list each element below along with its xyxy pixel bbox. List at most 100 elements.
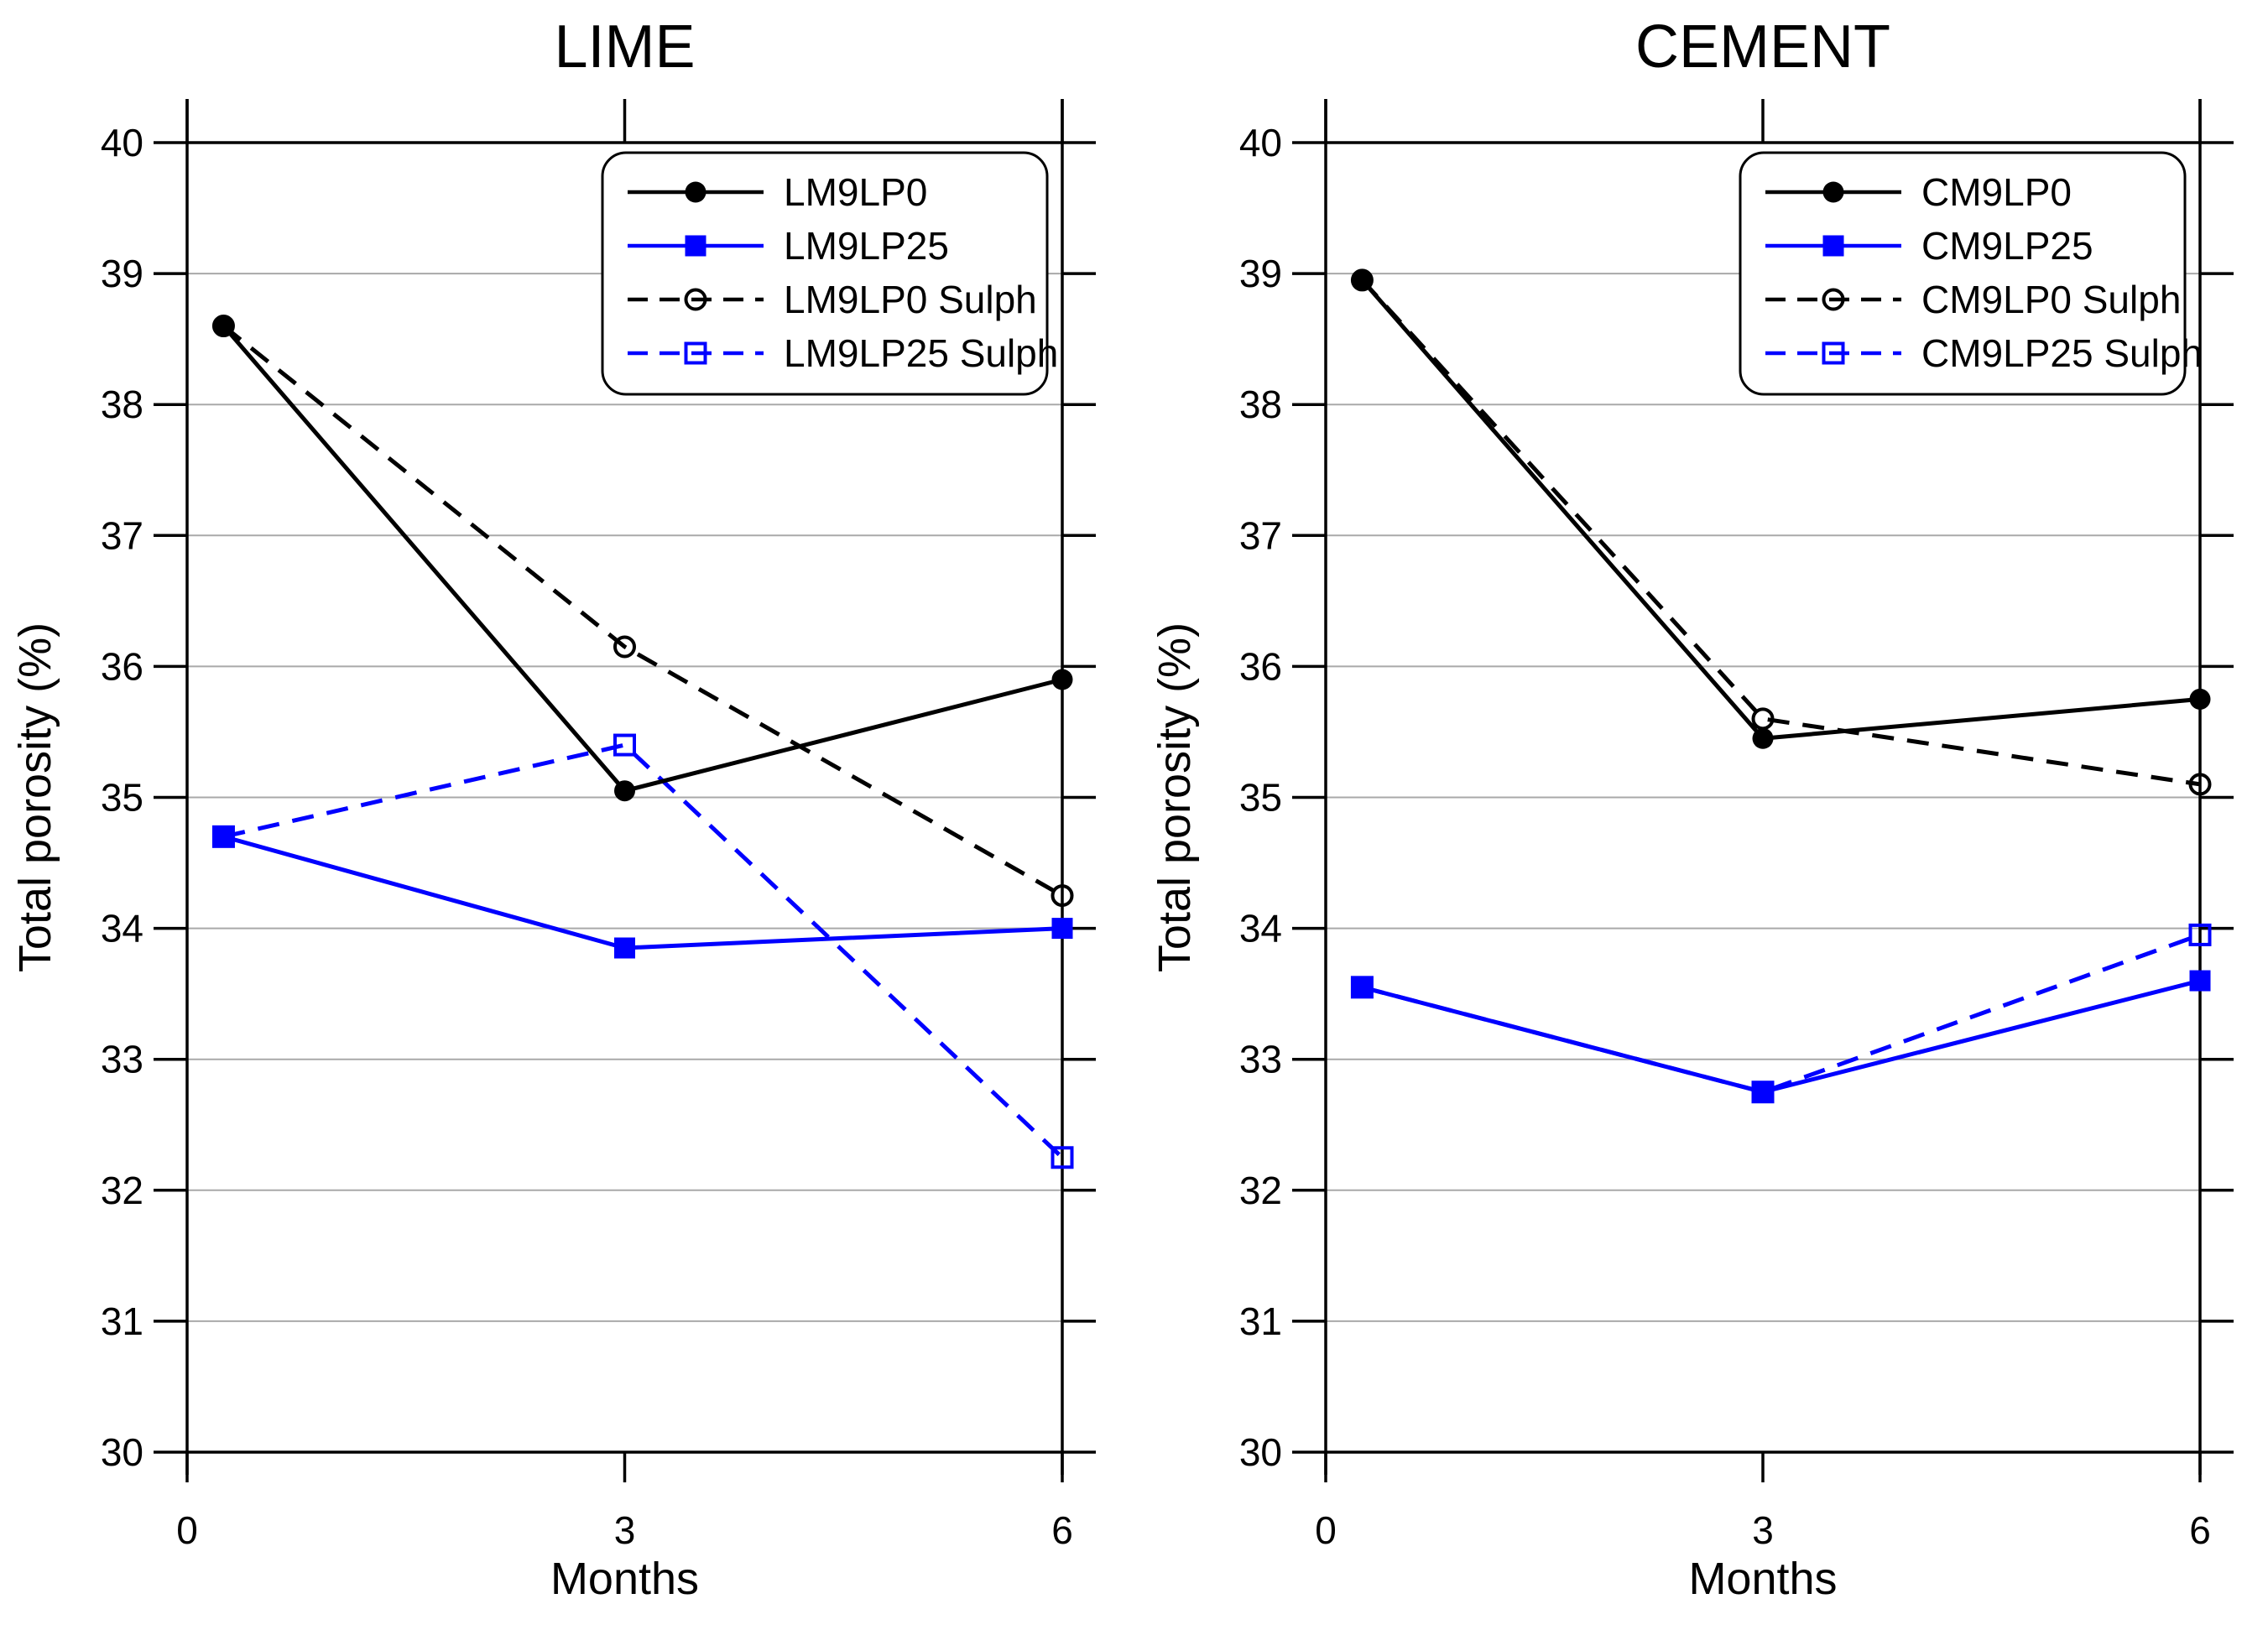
y-tick-label: 30 (101, 1430, 143, 1474)
filled-square-marker (1822, 235, 1844, 257)
x-tick-label: 3 (614, 1508, 636, 1552)
filled-square-marker (2189, 970, 2211, 992)
y-tick-label: 33 (101, 1038, 143, 1081)
x-axis-cement: 0 3 6 (1315, 99, 2211, 1552)
legend-row-LM9LP0-Sulph: LM9LP0 Sulph (628, 278, 1037, 321)
legend-label: CM9LP25 Sulph (1921, 331, 2203, 375)
y-tick-label: 34 (1239, 907, 1282, 950)
open-square-marker (1822, 341, 1845, 365)
filled-circle-marker (614, 780, 635, 802)
y-tick-label: 36 (1239, 644, 1282, 688)
y-axis-label-lime: Total porosity (%) (10, 622, 60, 972)
y-tick-label: 35 (1239, 776, 1282, 820)
series-markers-CM9LP25-Sulph (1350, 923, 2212, 1104)
y-tick-label: 36 (101, 644, 143, 688)
legend-label: CM9LP0 Sulph (1921, 278, 2181, 321)
legend-label: LM9LP25 (784, 224, 949, 268)
x-tick-label: 0 (1315, 1508, 1337, 1552)
legend-label: CM9LP25 (1921, 224, 2093, 268)
x-tick-label: 6 (2189, 1508, 2211, 1552)
y-tick-label: 38 (101, 383, 143, 426)
open-square-marker (1051, 1146, 1074, 1169)
filled-circle-marker (1822, 181, 1844, 203)
y-tick-label: 32 (101, 1169, 143, 1212)
filled-circle-marker (1051, 669, 1073, 690)
y-tick-label: 35 (101, 776, 143, 820)
open-square-marker (684, 341, 707, 365)
legend-label: LM9LP0 Sulph (784, 278, 1037, 321)
series-line-LM9LP25-Sulph (222, 742, 1064, 1159)
series-line-LM9LP0-Sulph (222, 324, 1064, 898)
series-line-LM9LP0 (222, 324, 1063, 794)
open-circle-marker (684, 288, 707, 311)
x-axis-label-lime: Months (550, 1554, 699, 1604)
legend-label: LM9LP25 Sulph (784, 331, 1058, 375)
legend-row-CM9LP0: CM9LP0 (1765, 170, 2072, 214)
y-tick-label: 38 (1239, 383, 1282, 426)
x-tick-label: 0 (176, 1508, 198, 1552)
y-tick-label: 30 (1239, 1430, 1282, 1474)
panel-title-cement: CEMENT (1635, 13, 1890, 81)
series-markers-CM9LP25 (1351, 970, 2211, 1103)
filled-square-marker (685, 235, 706, 257)
legend-box (1739, 151, 2187, 396)
legend-row-CM9LP0-Sulph: CM9LP0 Sulph (1765, 278, 2181, 321)
y-tick-label: 40 (101, 121, 143, 164)
legend-lime: LM9LP0 LM9LP25 LM9LP0 Sulph LM9LP25 Sulph (601, 151, 1058, 396)
y-tick-label: 34 (101, 907, 143, 950)
filled-circle-marker (1752, 727, 1774, 749)
y-tick-label: 37 (101, 513, 143, 557)
legend-row-CM9LP25: CM9LP25 (1765, 224, 2093, 268)
series-markers-LM9LP0 (212, 315, 1073, 802)
filled-circle-marker (685, 181, 706, 203)
legend-row-LM9LP25-Sulph: LM9LP25 Sulph (628, 331, 1058, 375)
legend-label: CM9LP0 (1921, 170, 2072, 214)
x-tick-label: 6 (1051, 1508, 1073, 1552)
legend-row-LM9LP25: LM9LP25 (628, 224, 949, 268)
series-markers-LM9LP25-Sulph (211, 733, 1074, 1169)
filled-square-marker (614, 937, 635, 959)
y-tick-label: 39 (1239, 252, 1282, 295)
y-tick-label: 31 (1239, 1299, 1282, 1343)
legend-row-CM9LP25-Sulph: CM9LP25 Sulph (1765, 331, 2203, 375)
filled-square-marker (212, 825, 234, 847)
series-line-CM9LP0-Sulph (1360, 279, 2201, 787)
series-line-CM9LP25-Sulph (1361, 933, 2201, 1095)
series-lines-cement (1360, 279, 2201, 1095)
y-tick-label: 39 (101, 252, 143, 295)
open-square-marker (2188, 923, 2212, 946)
open-circle-marker (613, 635, 636, 659)
filled-square-marker (1351, 976, 1373, 998)
filled-circle-marker (2189, 688, 2211, 710)
legend-label: LM9LP0 (784, 170, 927, 214)
open-square-marker (613, 733, 636, 757)
panel-title-lime: LIME (554, 13, 695, 81)
x-axis-label-cement: Months (1688, 1554, 1837, 1604)
y-tick-label: 37 (1239, 513, 1282, 557)
open-circle-marker (2188, 773, 2212, 796)
y-tick-label: 31 (101, 1299, 143, 1343)
filled-square-marker (1051, 918, 1073, 940)
filled-circle-marker (212, 315, 234, 337)
series-markers-CM9LP0 (1351, 269, 2211, 749)
legend-box (601, 151, 1049, 396)
series-line-LM9LP25 (222, 834, 1063, 950)
legend-row-LM9LP0: LM9LP0 (628, 170, 927, 214)
filled-circle-marker (1351, 269, 1373, 291)
x-tick-label: 3 (1752, 1508, 1774, 1552)
legend-cement: CM9LP0 CM9LP25 CM9LP0 Sulph CM9LP25 Sulph (1739, 151, 2203, 396)
y-axis-label-cement: Total porosity (%) (1150, 622, 1200, 972)
series-lines-lime (222, 324, 1064, 1159)
filled-square-marker (1752, 1081, 1774, 1103)
open-circle-marker (1051, 884, 1074, 908)
series-line-CM9LP25 (1361, 978, 2201, 1095)
x-axis-lime: 0 3 6 (176, 99, 1073, 1552)
series-markers-LM9LP25 (212, 825, 1073, 959)
open-circle-marker (1822, 288, 1845, 311)
y-tick-label: 33 (1239, 1038, 1282, 1081)
y-tick-label: 32 (1239, 1169, 1282, 1212)
